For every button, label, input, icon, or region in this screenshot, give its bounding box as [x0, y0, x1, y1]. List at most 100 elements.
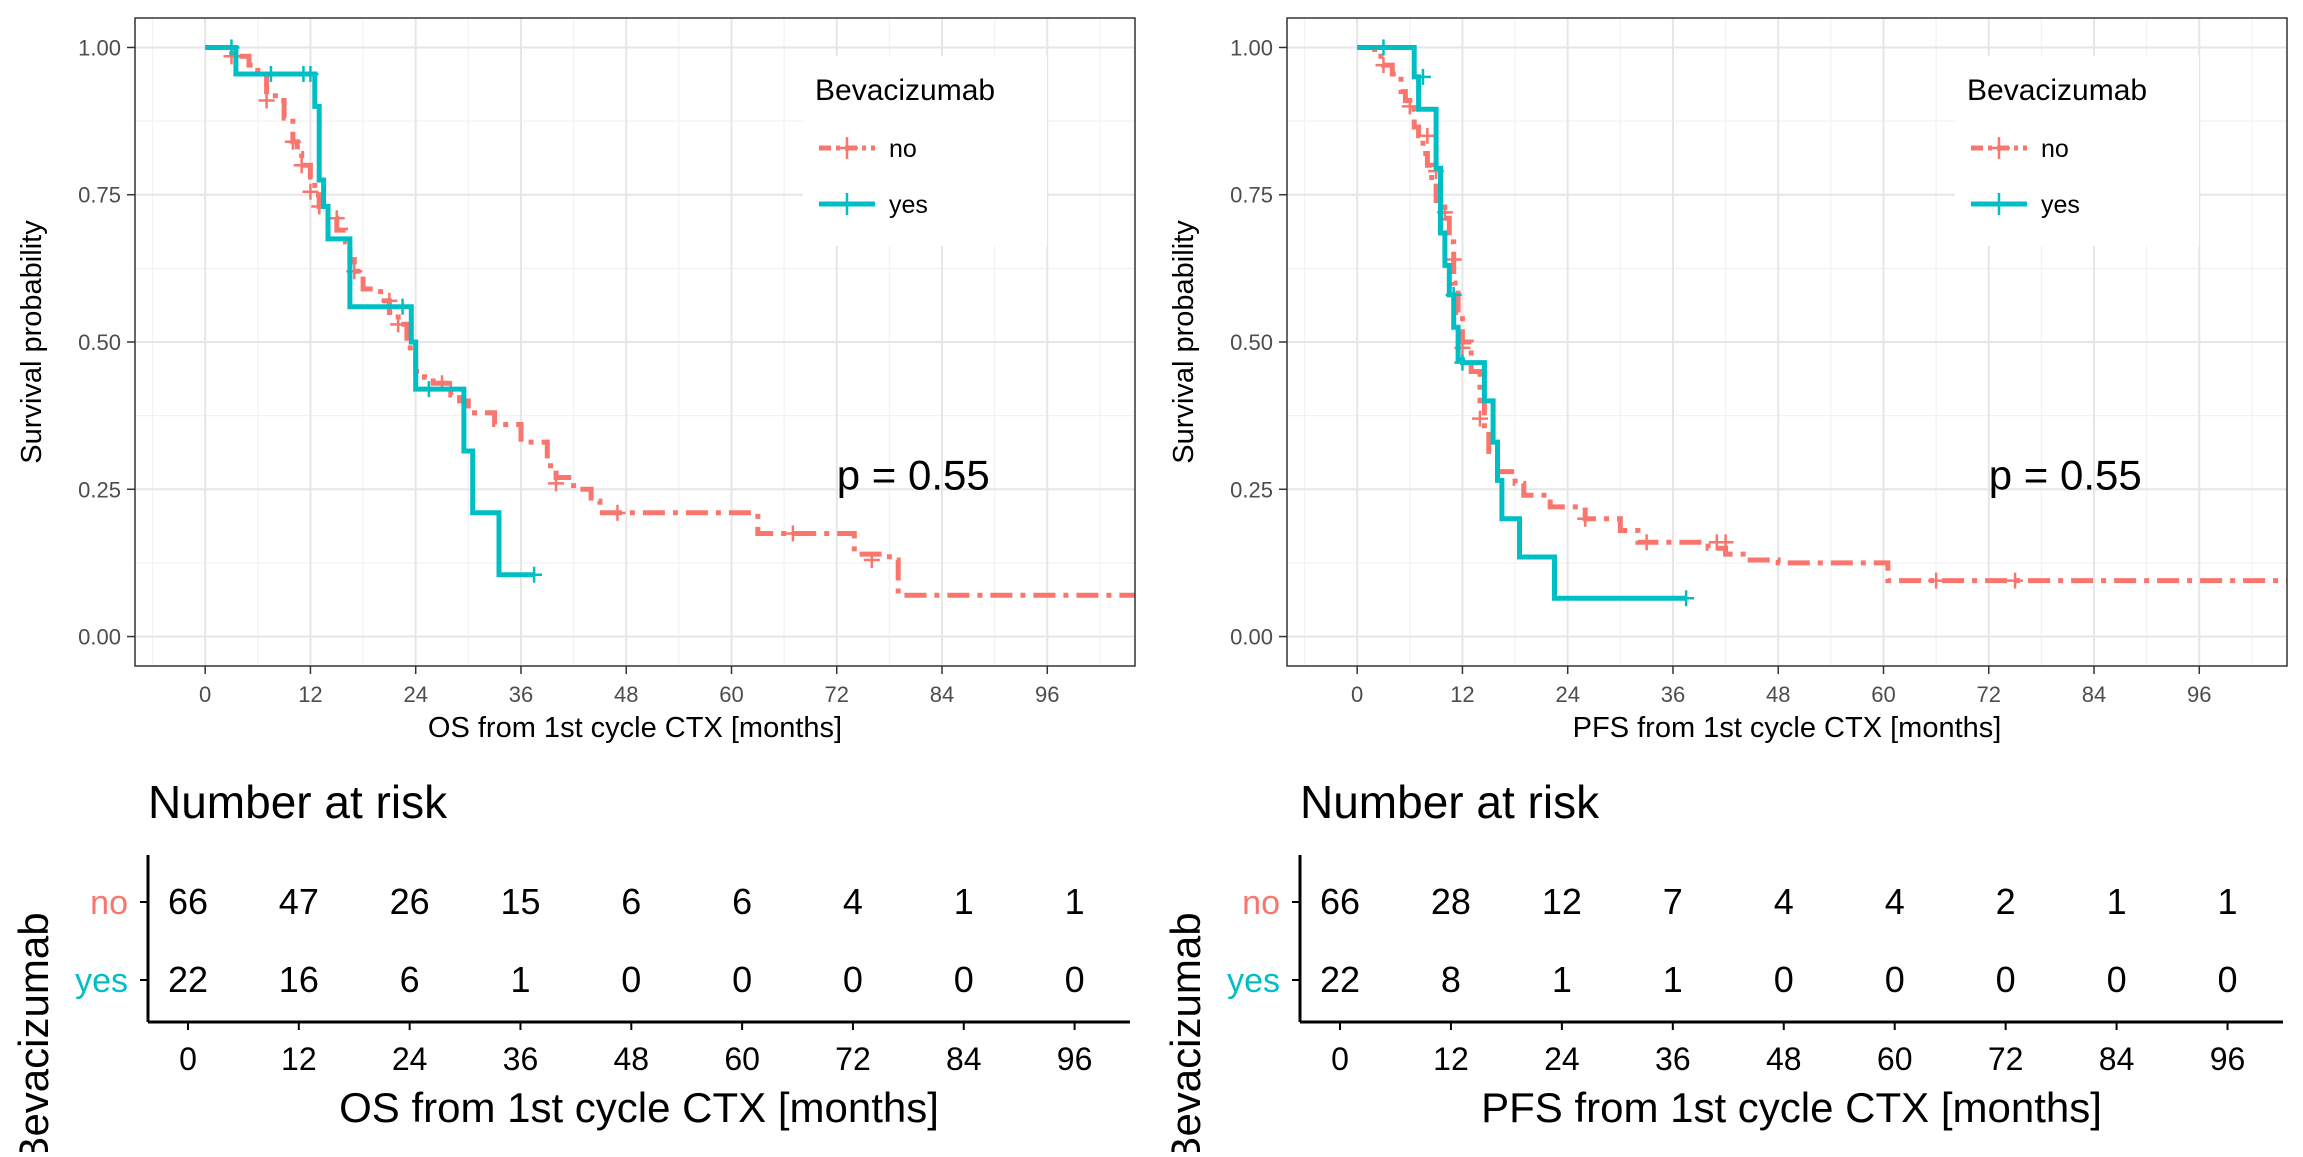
censor-mark-yes [526, 566, 543, 583]
risk-x-tick-label: 36 [1655, 1041, 1691, 1077]
censor-mark-yes [302, 65, 319, 82]
risk-count-yes: 1 [510, 959, 530, 1000]
x-tick-label: 72 [1977, 682, 2001, 707]
censor-mark-no [1401, 98, 1418, 115]
survival-curve-no [205, 45, 1135, 598]
censor-mark-yes [1445, 286, 1462, 303]
risk-count-no: 4 [843, 881, 863, 922]
risk-x-tick-label: 0 [179, 1041, 197, 1077]
risk-x-tick-label: 12 [281, 1041, 317, 1077]
censor-mark-yes [262, 65, 279, 82]
risk-count-yes: 0 [732, 959, 752, 1000]
censor-mark-no [2007, 572, 2024, 589]
x-axis-label: OS from 1st cycle CTX [months] [428, 712, 842, 744]
x-tick-label: 96 [2187, 682, 2211, 707]
risk-count-no: 4 [1885, 881, 1905, 922]
risk-row-label-no: no [1242, 884, 1280, 922]
km-panel-1: 0 12 24 36 48 60 72 84 960.000.250.500.751.00OS … [10, 17, 1136, 1157]
legend-background [1955, 56, 2199, 246]
risk-count-no: 15 [500, 881, 540, 922]
risk-x-tick-label: 48 [613, 1041, 649, 1077]
censor-mark-no [1375, 57, 1392, 74]
series-yes [1357, 39, 1695, 607]
legend-title: Bevacizumab [1967, 74, 2147, 107]
risk-count-no: 47 [279, 881, 319, 922]
risk-count-yes: 0 [2107, 959, 2127, 1000]
censor-mark-yes [1375, 39, 1392, 56]
risk-count-no: 12 [1542, 881, 1582, 922]
censor-mark-no [609, 504, 626, 521]
risk-count-no: 1 [2107, 881, 2127, 922]
censor-mark-no [302, 183, 319, 200]
x-tick-label: 60 [719, 682, 743, 707]
legend-title: Bevacizumab [815, 74, 995, 107]
risk-count-no: 6 [732, 881, 752, 922]
risk-x-tick-label: 24 [1544, 1041, 1580, 1077]
legend: Bevacizumab no yes [1955, 56, 2199, 246]
risk-x-tick-label: 0 [1331, 1041, 1349, 1077]
x-tick-label: 72 [825, 682, 849, 707]
censor-mark-no [548, 475, 565, 492]
x-tick-label: 60 [1871, 682, 1895, 707]
legend: Bevacizumab no yes [803, 56, 1047, 246]
censor-mark-no [258, 92, 275, 109]
x-tick-label: 48 [614, 682, 638, 707]
censor-mark-yes [1454, 354, 1471, 371]
y-tick-label: 1.00 [1230, 35, 1273, 60]
censor-mark-yes [1678, 590, 1695, 607]
risk-count-yes: 0 [2218, 959, 2238, 1000]
risk-count-yes: 22 [1320, 959, 1360, 1000]
risk-table-x-label: PFS from 1st cycle CTX [months] [1481, 1084, 2102, 1131]
grid [135, 18, 1135, 666]
risk-table: Number at risk no 66 28 12 7 4 4 2 1 1 yes 22 8 1 1 0 0 0 0… [1162, 776, 2283, 1157]
x-tick-label: 48 [1766, 682, 1790, 707]
x-tick-label: 96 [1035, 682, 1059, 707]
risk-count-no: 6 [621, 881, 641, 922]
risk-count-yes: 16 [279, 959, 319, 1000]
risk-x-tick-label: 60 [724, 1041, 760, 1077]
censor-mark-no [1717, 534, 1734, 551]
y-tick-label: 0.50 [1230, 330, 1273, 355]
risk-row-label-yes: yes [1227, 962, 1280, 1000]
y-tick-label: 0.25 [78, 477, 121, 502]
risk-table-y-label: Bevacizumab [10, 912, 57, 1152]
risk-table-x-label: OS from 1st cycle CTX [months] [339, 1084, 939, 1131]
x-tick-label: 24 [403, 682, 427, 707]
risk-count-yes: 1 [1663, 959, 1683, 1000]
y-axis-label: Survival probability [1168, 220, 1200, 464]
censor-mark-no [1445, 251, 1462, 268]
x-tick-label: 12 [298, 682, 322, 707]
legend-entry-no: no [2041, 135, 2069, 163]
censor-mark-no [390, 316, 407, 333]
risk-count-yes: 8 [1441, 959, 1461, 1000]
series-yes [205, 39, 543, 583]
y-tick-label: 0.75 [78, 183, 121, 208]
risk-count-yes: 0 [843, 959, 863, 1000]
x-tick-label: 0 [1351, 682, 1363, 707]
legend-entry-yes: yes [2041, 191, 2080, 219]
risk-count-no: 1 [954, 881, 974, 922]
censor-mark-yes [223, 39, 240, 56]
risk-count-yes: 22 [168, 959, 208, 1000]
risk-x-tick-label: 48 [1766, 1041, 1802, 1077]
risk-count-no: 2 [1996, 881, 2016, 922]
censor-mark-no [1471, 410, 1488, 427]
survival-curve-yes [1357, 45, 1687, 601]
risk-count-yes: 0 [954, 959, 974, 1000]
x-tick-label: 24 [1555, 682, 1579, 707]
y-tick-label: 0.00 [1230, 625, 1273, 650]
risk-x-tick-label: 96 [1057, 1041, 1093, 1077]
censor-mark-no [1419, 127, 1436, 144]
risk-count-no: 26 [390, 881, 430, 922]
censor-mark-yes [394, 298, 411, 315]
y-tick-label: 0.75 [1230, 183, 1273, 208]
risk-row-label-yes: yes [75, 962, 128, 1000]
y-tick-label: 0.25 [1230, 477, 1273, 502]
risk-table-title: Number at risk [148, 776, 448, 828]
risk-count-yes: 0 [621, 959, 641, 1000]
risk-x-tick-label: 60 [1877, 1041, 1913, 1077]
x-tick-label: 84 [2082, 682, 2106, 707]
legend-entry-yes: yes [889, 191, 928, 219]
risk-x-tick-label: 72 [1988, 1041, 2024, 1077]
